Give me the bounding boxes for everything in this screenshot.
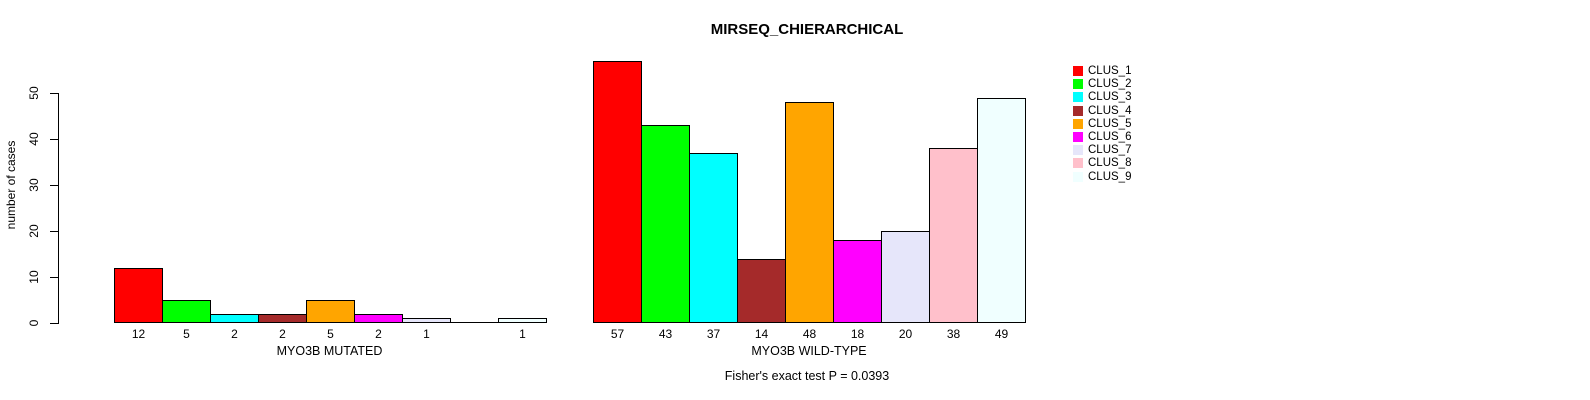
y-axis-line <box>58 93 59 324</box>
bar-clus_8-zero <box>450 322 499 323</box>
y-tick <box>50 231 58 232</box>
fisher-test-annotation: Fisher's exact test P = 0.0393 <box>724 369 890 383</box>
y-tick-label: 30 <box>27 178 41 192</box>
x-axis-label-mutated: MYO3B MUTATED <box>276 344 383 358</box>
bar-clus_4 <box>258 314 307 323</box>
bar-clus_1 <box>593 61 642 323</box>
bar-clus_1 <box>114 268 163 323</box>
legend-swatch-clus_4 <box>1073 106 1083 116</box>
bar-value-label: 37 <box>706 327 721 341</box>
y-tick-label: 20 <box>27 224 41 238</box>
legend-label: CLUS_7 <box>1088 144 1132 156</box>
bar-value-label: 2 <box>279 327 286 341</box>
y-tick-label: 10 <box>27 270 41 284</box>
bar-value-label: 18 <box>850 327 865 341</box>
legend-label: CLUS_9 <box>1088 171 1132 183</box>
legend-swatch-clus_6 <box>1073 132 1083 142</box>
y-axis-title: number of cases <box>4 140 18 230</box>
bar-value-label: 2 <box>231 327 238 341</box>
y-tick <box>50 323 58 324</box>
legend-label: CLUS_8 <box>1088 157 1132 169</box>
bar-clus_4 <box>737 259 786 323</box>
legend-swatch-clus_8 <box>1073 158 1083 168</box>
bar-clus_8 <box>929 148 978 323</box>
bar-clus_6 <box>833 240 882 323</box>
legend-swatch-clus_9 <box>1073 172 1083 182</box>
legend-label: CLUS_2 <box>1088 78 1132 90</box>
bar-value-label: 14 <box>754 327 769 341</box>
bar-clus_2 <box>162 300 211 323</box>
legend-swatch-clus_5 <box>1073 119 1083 129</box>
bar-value-label: 57 <box>610 327 625 341</box>
legend-label: CLUS_6 <box>1088 131 1132 143</box>
bar-clus_3 <box>210 314 259 323</box>
legend-label: CLUS_4 <box>1088 105 1132 117</box>
y-tick <box>50 93 58 94</box>
bar-value-label: 38 <box>946 327 961 341</box>
legend-swatch-clus_1 <box>1073 66 1083 76</box>
bar-clus_3 <box>689 153 738 323</box>
y-tick <box>50 277 58 278</box>
bar-value-label: 43 <box>658 327 673 341</box>
bar-value-label: 2 <box>375 327 382 341</box>
bar-value-label: 12 <box>131 327 146 341</box>
legend-swatch-clus_2 <box>1073 79 1083 89</box>
legend-label: CLUS_5 <box>1088 118 1132 130</box>
bar-value-label: 1 <box>423 327 430 341</box>
bar-clus_7 <box>881 231 930 323</box>
x-axis-label-wildtype: MYO3B WILD-TYPE <box>751 344 867 358</box>
bar-value-label: 49 <box>994 327 1009 341</box>
bar-value-label: 1 <box>519 327 526 341</box>
y-tick-label: 0 <box>27 319 41 327</box>
bar-value-label: 20 <box>898 327 913 341</box>
y-tick <box>50 139 58 140</box>
y-tick-label: 40 <box>27 132 41 146</box>
bar-value-label: 48 <box>802 327 817 341</box>
y-tick <box>50 185 58 186</box>
y-tick-label: 50 <box>27 86 41 100</box>
bar-clus_5 <box>785 102 834 323</box>
bar-clus_9 <box>977 98 1026 323</box>
legend-label: CLUS_1 <box>1088 65 1132 77</box>
bar-clus_9 <box>498 318 547 323</box>
legend-label: CLUS_3 <box>1088 91 1132 103</box>
bar-clus_5 <box>306 300 355 323</box>
bar-clus_2 <box>641 125 690 323</box>
legend-swatch-clus_7 <box>1073 145 1083 155</box>
bar-value-label: 5 <box>327 327 334 341</box>
bar-clus_7 <box>402 318 451 323</box>
chart-title: MIRSEQ_CHIERARCHICAL <box>710 21 904 38</box>
bar-value-label: 5 <box>183 327 190 341</box>
legend-swatch-clus_3 <box>1073 92 1083 102</box>
bar-clus_6 <box>354 314 403 323</box>
